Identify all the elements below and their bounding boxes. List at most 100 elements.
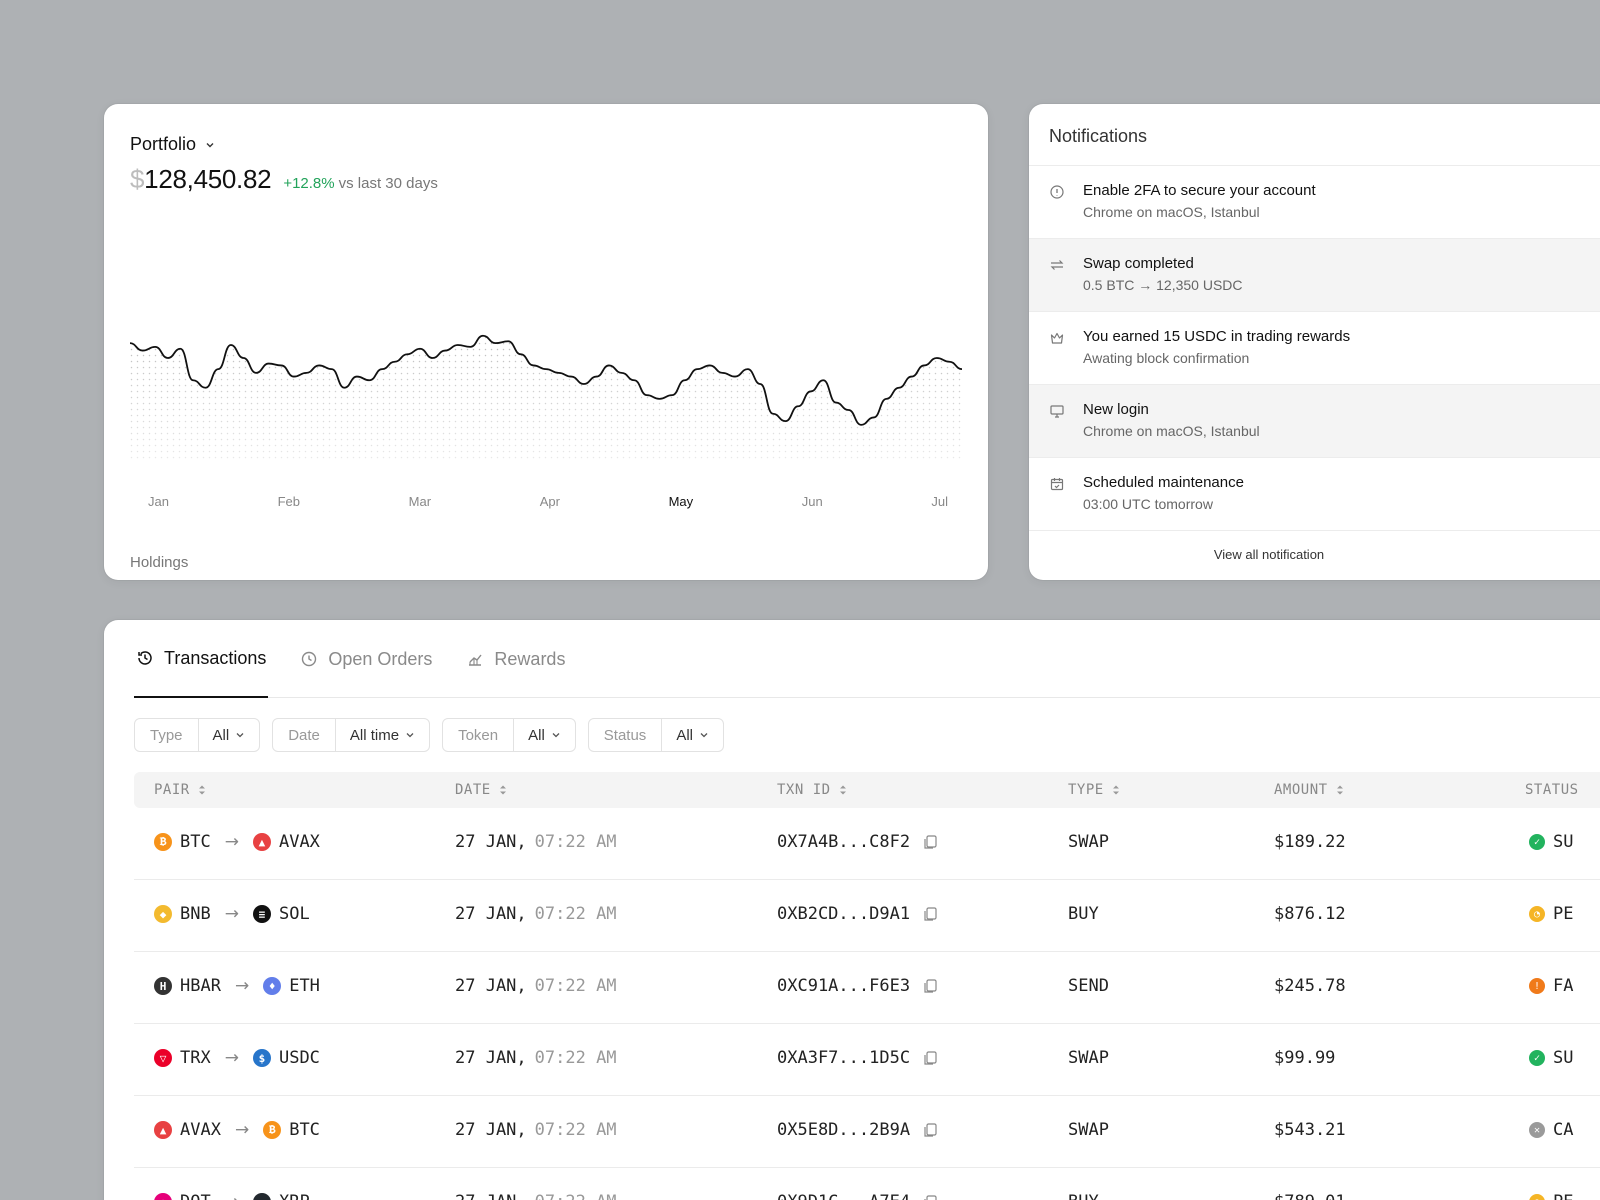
notification-item[interactable]: Enable 2FA to secure your account Chrome … bbox=[1029, 166, 1600, 239]
notifications-card: Notifications Enable 2FA to secure your … bbox=[1029, 104, 1600, 580]
tab-open-orders[interactable]: Open Orders bbox=[298, 620, 434, 698]
table-row[interactable]: ● DOT → ✕ XRP 27 JAN, 07:22 AM 0X9D1C...A7E4 BUY… bbox=[134, 1168, 1600, 1200]
filter-label: Token bbox=[443, 719, 515, 751]
filter-dropdown[interactable]: All bbox=[514, 719, 575, 751]
date-time: 07:22 AM bbox=[534, 1048, 617, 1068]
table-row[interactable]: ₿ BTC → ▲ AVAX 27 JAN, 07:22 AM 0X7A4B...C8F2 SW… bbox=[134, 808, 1600, 880]
filter-dropdown[interactable]: All bbox=[662, 719, 723, 751]
table-row[interactable]: ◆ BNB → ≡ SOL 27 JAN, 07:22 AM 0XB2CD...D9A1 BUY… bbox=[134, 880, 1600, 952]
view-all-notifications-link[interactable]: View all notification bbox=[1213, 547, 1325, 562]
pair-to: AVAX bbox=[278, 832, 320, 852]
copy-icon[interactable] bbox=[922, 1122, 938, 1138]
type-cell: SWAP bbox=[1068, 1048, 1109, 1068]
copy-icon[interactable] bbox=[922, 1050, 938, 1066]
table-row[interactable]: ▲ AVAX → ₿ BTC 27 JAN, 07:22 AM 0X5E8D...2B9A SW… bbox=[134, 1096, 1600, 1168]
filter-label: Status bbox=[589, 719, 663, 751]
pair-to: BTC bbox=[289, 1120, 320, 1140]
holdings-label: Holdings bbox=[130, 554, 189, 571]
copy-icon[interactable] bbox=[922, 906, 938, 922]
notification-title: Scheduled maintenance bbox=[1083, 474, 1244, 491]
filter-dropdown[interactable]: All bbox=[199, 719, 260, 751]
txn-id: 0XA3F7...1D5C bbox=[777, 1048, 911, 1068]
pair-cell: ◆ BNB → ≡ SOL bbox=[154, 904, 310, 924]
notifications-title: Notifications bbox=[1029, 104, 1600, 166]
amount-cell: $789.01 bbox=[1274, 1192, 1346, 1200]
pair-cell: ▲ AVAX → ₿ BTC bbox=[154, 1120, 320, 1140]
filter-label: Date bbox=[273, 719, 336, 751]
status-label: SU bbox=[1553, 832, 1574, 852]
date-cell: 27 JAN, 07:22 AM bbox=[455, 832, 617, 852]
arrow-right-icon: → bbox=[234, 976, 250, 996]
filter-token[interactable]: Token All bbox=[442, 718, 576, 752]
notification-item[interactable]: Scheduled maintenance 03:00 UTC tomorrow bbox=[1029, 458, 1600, 531]
date-day: 27 JAN, bbox=[455, 832, 527, 852]
column-header-type[interactable]: TYPE bbox=[1068, 782, 1120, 798]
amount-cell: $245.78 bbox=[1274, 976, 1346, 996]
history-icon bbox=[138, 651, 152, 665]
amount-cell: $99.99 bbox=[1274, 1048, 1336, 1068]
month-label: Jan bbox=[148, 494, 169, 509]
pair-to: ETH bbox=[289, 976, 320, 996]
pair-to: XRP bbox=[279, 1192, 310, 1200]
txn-id: 0X9D1C...A7E4 bbox=[777, 1192, 910, 1200]
usdc-icon: $ bbox=[252, 1049, 271, 1067]
trx-icon: ▽ bbox=[154, 1049, 172, 1067]
column-header-amount[interactable]: AMOUNT bbox=[1274, 782, 1344, 798]
copy-icon[interactable] bbox=[922, 978, 938, 994]
pair-cell: ₿ BTC → ▲ AVAX bbox=[154, 832, 320, 852]
notification-title: Swap completed bbox=[1083, 255, 1194, 272]
copy-icon[interactable] bbox=[922, 834, 938, 850]
avax-icon: ▲ bbox=[252, 833, 271, 851]
date-day: 27 JAN, bbox=[455, 1192, 527, 1200]
notification-item[interactable]: You earned 15 USDC in trading rewards Awa… bbox=[1029, 312, 1600, 385]
pair-from: BTC bbox=[180, 832, 211, 852]
date-time: 07:22 AM bbox=[534, 904, 617, 924]
notification-item[interactable]: Swap completed 0.5 BTC → 12,350 USDC bbox=[1029, 239, 1600, 312]
filter-dropdown[interactable]: All time bbox=[336, 719, 429, 751]
date-day: 27 JAN, bbox=[455, 976, 527, 996]
type-cell: SWAP bbox=[1068, 1120, 1109, 1140]
notification-subtitle: Awating block confirmation bbox=[1083, 350, 1250, 366]
txn-id-cell: 0XC91A...F6E3 bbox=[777, 976, 938, 996]
status-cell: ◔ PE bbox=[1529, 1192, 1573, 1200]
tab-rewards[interactable]: Rewards bbox=[464, 620, 567, 698]
filter-date[interactable]: Date All time bbox=[272, 718, 431, 752]
notification-item[interactable]: New login Chrome on macOS, Istanbul bbox=[1029, 385, 1600, 458]
avax-icon: ▲ bbox=[154, 1121, 172, 1139]
tab-transactions[interactable]: Transactions bbox=[134, 620, 269, 698]
txn-id: 0X5E8D...2B9A bbox=[777, 1120, 911, 1140]
copy-icon[interactable] bbox=[922, 1194, 938, 1200]
table-row[interactable]: ▽ TRX → $ USDC 27 JAN, 07:22 AM 0XA3F7...1D5C SW… bbox=[134, 1024, 1600, 1096]
date-cell: 27 JAN, 07:22 AM bbox=[455, 1120, 617, 1140]
notification-subtitle: 0.5 BTC → 12,350 USDC bbox=[1083, 277, 1243, 293]
status-label: PE bbox=[1553, 1192, 1573, 1200]
filter-value: All time bbox=[349, 726, 400, 744]
column-header-date[interactable]: DATE bbox=[455, 782, 507, 798]
amount-cell: $876.12 bbox=[1274, 904, 1346, 924]
column-header-pair[interactable]: PAIR bbox=[154, 782, 206, 798]
date-day: 27 JAN, bbox=[455, 1120, 527, 1140]
crown-icon bbox=[1050, 332, 1064, 344]
pair-cell: H HBAR → ♦ ETH bbox=[154, 976, 320, 996]
clock-icon bbox=[302, 651, 317, 667]
status-cell: ✓ SU bbox=[1529, 1048, 1573, 1068]
portfolio-selector[interactable]: Portfolio bbox=[130, 134, 216, 155]
chart-icon bbox=[469, 654, 482, 666]
chart-area bbox=[130, 335, 962, 462]
notification-text: Enable 2FA to secure your account Chrome … bbox=[1083, 182, 1316, 222]
arrow-right-icon: → bbox=[224, 832, 239, 852]
amount-cell: $189.22 bbox=[1274, 832, 1346, 852]
transactions-card: Transactions Open Orders Rewards Type All Da… bbox=[104, 620, 1600, 1200]
txn-id-cell: 0X7A4B...C8F2 bbox=[777, 832, 938, 852]
filter-status[interactable]: Status All bbox=[587, 718, 724, 752]
portfolio-amount: 128,450.82 bbox=[144, 164, 272, 194]
table-row[interactable]: H HBAR → ♦ ETH 27 JAN, 07:22 AM 0XC91A...F6E3 SE… bbox=[134, 952, 1600, 1024]
column-header-txn-id[interactable]: TXN ID bbox=[777, 782, 847, 798]
date-cell: 27 JAN, 07:22 AM bbox=[455, 1048, 617, 1068]
column-header-label: AMOUNT bbox=[1274, 782, 1328, 798]
date-cell: 27 JAN, 07:22 AM bbox=[455, 904, 617, 924]
sort-icon bbox=[499, 785, 506, 795]
column-header-status[interactable]: STATUS bbox=[1525, 782, 1579, 798]
filter-value: All bbox=[212, 726, 230, 744]
filter-type[interactable]: Type All bbox=[134, 718, 261, 752]
